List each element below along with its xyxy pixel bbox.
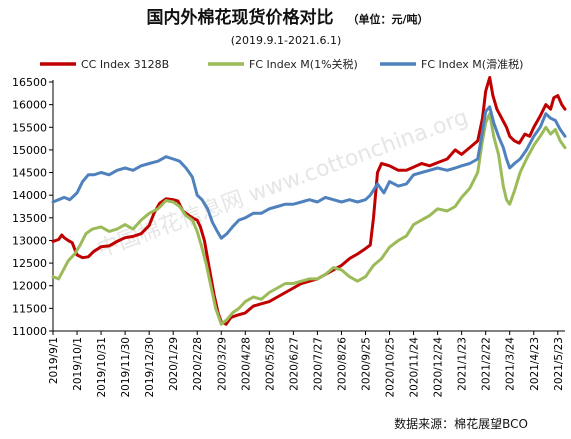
y-tick-label: 13500: [12, 212, 47, 225]
y-tick-label: 12500: [12, 257, 47, 270]
axes: 11000 11500 12000 12500 13000 13500 14000 14500…: [12, 76, 565, 398]
legend-label: CC Index 3128B: [81, 58, 169, 71]
chart-title: 国内外棉花现货价格对比: [147, 7, 334, 28]
unit-note: （单位：元/吨）: [347, 12, 428, 26]
x-tick-label: 2020/7/27: [312, 337, 324, 391]
x-tick-label: 2021/2/22: [481, 337, 493, 391]
series-line-3: [51, 105, 567, 240]
y-tick-label: 15000: [12, 144, 47, 157]
x-tick-label: 2020/12/24: [433, 337, 445, 398]
x-tick-label: 2020/3/29: [216, 337, 228, 391]
x-tick-label: 2020/2/28: [192, 337, 204, 391]
x-tick-label: 2020/9/25: [360, 337, 372, 391]
y-tick-label: 12000: [12, 280, 47, 293]
series-group: [51, 76, 567, 326]
series-line-1: [51, 76, 567, 326]
y-tick-label: 14500: [12, 167, 47, 180]
y-tick-label: 13000: [12, 234, 47, 247]
y-tick-label: 16000: [12, 99, 47, 112]
series-line-2: [51, 112, 567, 326]
y-tick-label: 11000: [12, 325, 47, 338]
x-tick-label: 2021/4/23: [529, 337, 541, 391]
x-tick-label: 2020/8/26: [336, 337, 348, 391]
legend: CC Index 3128B FC Index M(1%关税) FC Index M…: [40, 57, 523, 71]
x-tick-label: 2021/5/23: [553, 337, 565, 391]
x-tick-label: 2020/5/28: [264, 337, 276, 391]
x-tick-label: 2020/11/24: [409, 337, 421, 398]
x-tick-label: 2020/6/27: [288, 337, 300, 391]
x-tick-label: 2019/9/1: [48, 337, 60, 384]
y-tick-label: 11500: [12, 302, 47, 315]
x-tick-label: 2019/11/30: [120, 337, 132, 398]
x-tick-label: 2020/4/28: [240, 337, 252, 391]
x-tick-label: 2019/10/31: [96, 337, 108, 398]
x-tick-label: 2021/3/24: [505, 337, 517, 391]
legend-label: FC Index M(1%关税): [249, 57, 358, 71]
y-tick-label: 15500: [12, 121, 47, 134]
chart-subtitle: (2019.9.1-2021.6.1): [231, 34, 342, 47]
x-tick-label: 2019/12/30: [144, 337, 156, 398]
y-tick-label: 16500: [12, 76, 47, 89]
x-tick-label: 2020/10/25: [385, 337, 397, 398]
x-tick-label: 2019/10/1: [72, 337, 84, 391]
y-tick-label: 14000: [12, 189, 47, 202]
watermark: 中国棉花信息网 www.cottonchina.org: [94, 105, 472, 263]
source-note: 数据来源：棉花展望BCO: [394, 416, 528, 431]
x-tick-label: 2021/1/23: [457, 337, 469, 391]
x-tick-label: 2020/1/29: [168, 337, 180, 391]
legend-label: FC Index M(滑准税): [421, 57, 523, 71]
